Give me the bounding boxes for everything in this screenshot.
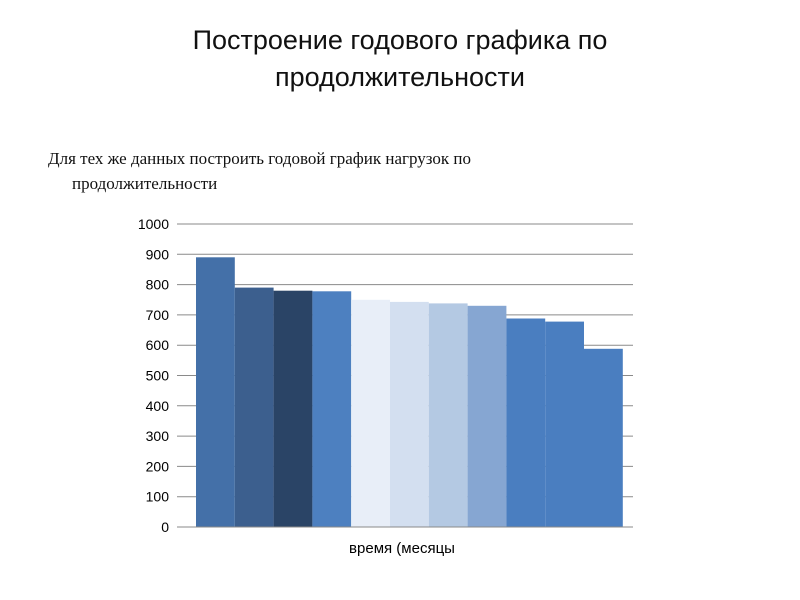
bar [351,299,390,528]
slide-body-text: Для тех же данных построить годовой граф… [48,146,748,196]
bar [273,290,313,527]
y-tick-label: 700 [146,307,170,323]
y-tick-label: 0 [161,519,169,535]
y-tick-label: 300 [146,428,170,444]
body-line1: Для тех же данных построить годовой граф… [48,149,471,168]
bar [312,291,352,527]
y-tick-label: 1000 [138,216,169,232]
y-tick-label: 100 [146,489,170,505]
y-tick-label: 400 [146,398,170,414]
bar [390,301,429,527]
y-tick-labels: 0 100 200 300 400 500 600 700 800 900 1000 [138,216,169,535]
slide-title: Построение годового графика по продолжит… [60,22,740,96]
y-tick-label: 600 [146,337,170,353]
y-tick-label: 200 [146,458,170,474]
x-axis-title: время (месяцы [349,540,455,557]
bar [234,287,274,527]
bar [545,321,584,527]
slide-title-line2: продолжительности [274,62,525,92]
y-tick-label: 800 [146,277,170,293]
bar [467,305,507,527]
y-tick-label: 500 [146,368,170,384]
bar [428,303,468,527]
body-line2: продолжительности [72,174,218,193]
bar [584,348,623,527]
slide-title-line1: Построение годового графика по [192,25,608,55]
bar [506,318,546,527]
bars [196,257,623,528]
y-tick-label: 900 [146,246,170,262]
bar [196,257,235,527]
